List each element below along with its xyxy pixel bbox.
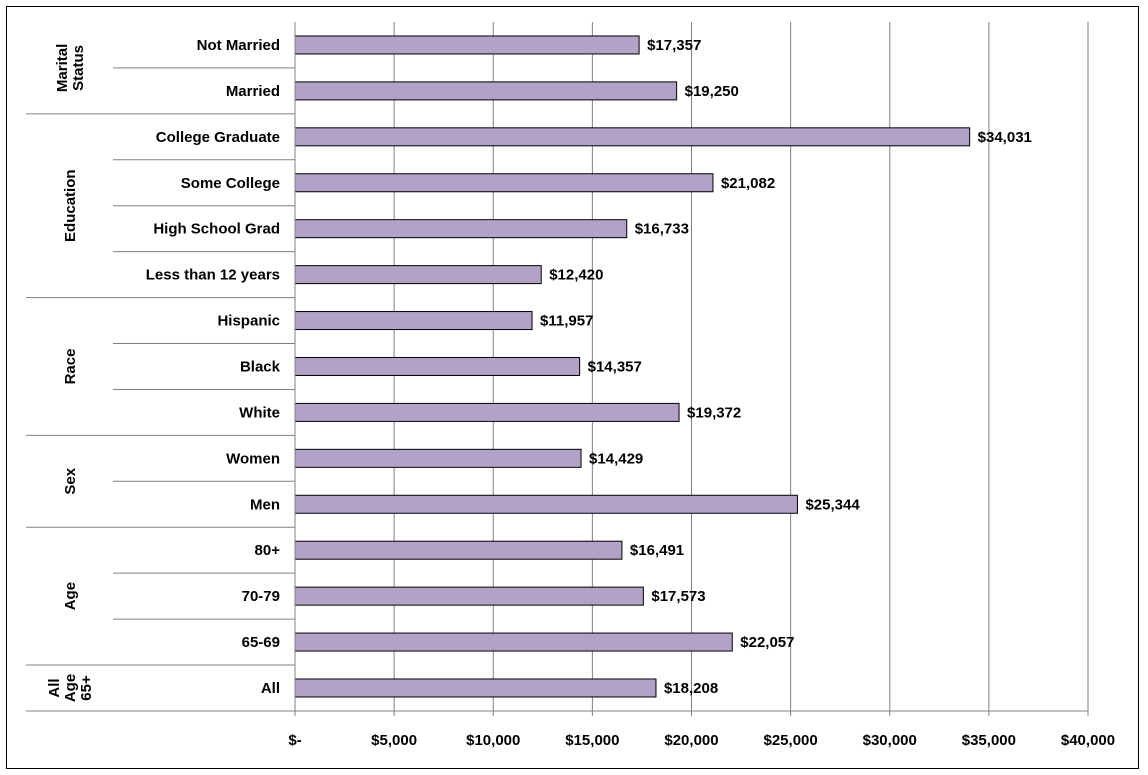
tick-label: $5,000 (371, 732, 417, 749)
value-label: $22,057 (740, 634, 794, 651)
category-label: Married (226, 83, 280, 100)
category-label: 65-69 (242, 634, 280, 651)
value-label: $16,491 (630, 542, 684, 559)
category-label: 80+ (255, 542, 281, 559)
bar (294, 311, 533, 331)
bar (294, 219, 628, 239)
bar (294, 265, 542, 285)
category-label: Some College (181, 175, 280, 192)
tick-label: $30,000 (863, 732, 917, 749)
value-label: $19,250 (685, 83, 739, 100)
value-label: $11,957 (540, 313, 593, 330)
value-label: $21,082 (721, 175, 775, 192)
group-label-line: Status (70, 45, 87, 91)
group-label-line: All (46, 678, 63, 697)
category-label: College Graduate (156, 129, 280, 146)
group-label: Education (62, 169, 79, 242)
group-label: AllAge65+ (46, 674, 95, 702)
group-label: Age (62, 582, 79, 610)
tick-label: $10,000 (466, 732, 520, 749)
bar (294, 494, 798, 514)
value-label: $12,420 (549, 267, 603, 284)
category-label: Men (250, 496, 280, 513)
value-label: $18,208 (664, 680, 718, 697)
category-label: High School Grad (153, 221, 280, 238)
bar (294, 632, 733, 652)
tick-label: $15,000 (565, 732, 619, 749)
value-label: $34,031 (978, 129, 1032, 146)
tick-label: $20,000 (664, 732, 718, 749)
group-label-line: Education (62, 169, 79, 242)
value-label: $17,357 (647, 37, 701, 54)
category-label: Black (240, 358, 281, 375)
bar (294, 127, 971, 147)
tick-label: $25,000 (764, 732, 818, 749)
tick-label: $- (288, 732, 301, 749)
value-label: $14,429 (589, 450, 643, 467)
bar (294, 81, 678, 101)
tick-label: $35,000 (962, 732, 1016, 749)
group-label: Race (62, 349, 79, 385)
category-label: White (239, 404, 280, 421)
tick-label: $40,000 (1061, 732, 1115, 749)
bar (294, 173, 714, 193)
bar (294, 678, 657, 698)
group-label-line: Sex (62, 467, 79, 494)
category-label: Women (226, 450, 280, 467)
value-label: $19,372 (687, 404, 741, 421)
category-label: Less than 12 years (146, 267, 280, 284)
group-label: MaritalStatus (54, 44, 87, 92)
bar (294, 586, 644, 606)
category-label: Not Married (197, 37, 280, 54)
group-label-line: Marital (54, 44, 71, 92)
category-label: Hispanic (217, 313, 280, 330)
bar (294, 402, 680, 422)
group-label-line: Age (62, 582, 79, 610)
group-label-line: 65+ (78, 675, 95, 701)
value-label: $16,733 (635, 221, 689, 238)
group-label: Sex (62, 467, 79, 494)
group-label-line: Race (62, 349, 79, 385)
category-label: 70-79 (242, 588, 280, 605)
value-label: $14,357 (588, 358, 642, 375)
category-label: All (261, 680, 280, 697)
bar (294, 448, 582, 468)
bar (294, 35, 640, 55)
value-label: $17,573 (651, 588, 705, 605)
bar (294, 356, 581, 376)
group-label-line: Age (62, 674, 79, 702)
bar (294, 540, 623, 560)
value-label: $25,344 (805, 496, 860, 513)
